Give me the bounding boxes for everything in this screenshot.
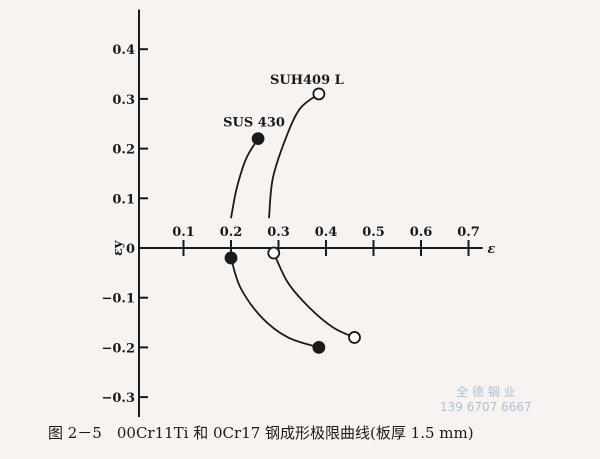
y-tick-label: −0.1 <box>101 292 135 307</box>
y-tick-label: 0.3 <box>112 93 135 108</box>
series-curve <box>272 252 355 339</box>
series-1: SUH409 L <box>267 73 361 344</box>
data-point <box>251 132 265 146</box>
series-curve <box>230 257 320 349</box>
watermark-line1: 全 德 钢 业 <box>456 385 516 399</box>
series-label: SUH409 L <box>270 73 344 88</box>
y-tick-label: 0.4 <box>112 43 135 58</box>
y-tick-label: −0.3 <box>101 391 135 406</box>
series-0: SUS 430 <box>223 116 326 354</box>
x-tick-label: 0.4 <box>315 225 338 240</box>
watermark: 全 德 钢 业 139 6707 6667 <box>440 385 532 415</box>
y-tick-label: 0 <box>126 242 135 257</box>
x-tick-label: 0.2 <box>220 225 243 240</box>
data-point <box>312 340 326 354</box>
y-tick-label: −0.2 <box>101 341 135 356</box>
data-point <box>312 87 326 101</box>
x-tick-label: 0.7 <box>457 225 480 240</box>
figure-caption: 图 2－5 00Cr11Ti 和 0Cr17 钢成形极限曲线(板厚 1.5 mm… <box>48 424 474 442</box>
series-curve <box>230 138 259 219</box>
x-tick-label: 0.6 <box>410 225 433 240</box>
x-axis-label: ε <box>488 242 496 257</box>
series-curve <box>268 93 320 219</box>
y-tick-label: 0.1 <box>112 192 135 207</box>
x-tick-label: 0.5 <box>362 225 385 240</box>
x-tick-label: 0.3 <box>267 225 290 240</box>
watermark-line2: 139 6707 6667 <box>440 400 532 414</box>
data-point <box>267 246 281 260</box>
data-point <box>224 251 238 265</box>
x-tick-label: 0.1 <box>172 225 195 240</box>
data-point <box>348 331 361 344</box>
series-label: SUS 430 <box>223 116 285 131</box>
y-tick-label: 0.2 <box>112 143 135 158</box>
y-axis-label: εy <box>111 240 126 256</box>
